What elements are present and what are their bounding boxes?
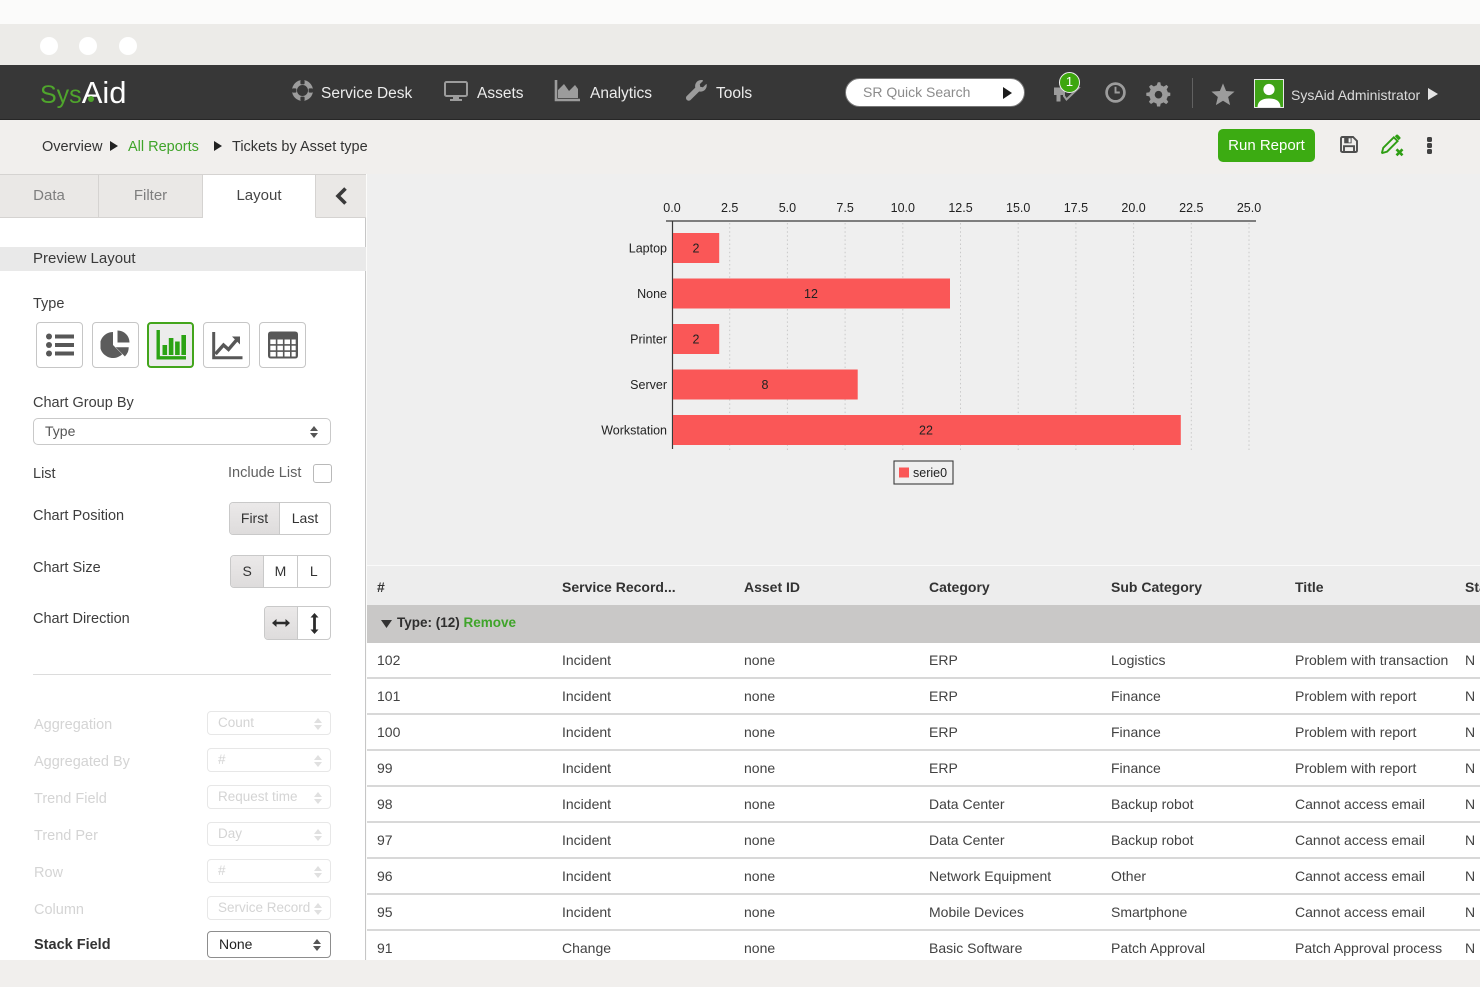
svg-text:12: 12 [804,287,818,301]
svg-text:Printer: Printer [630,333,667,347]
svg-text:Laptop: Laptop [629,242,667,256]
svg-text:None: None [637,287,667,301]
svg-text:15.0: 15.0 [1006,201,1030,215]
svg-text:0.0: 0.0 [663,201,680,215]
svg-text:17.5: 17.5 [1064,201,1088,215]
svg-text:12.5: 12.5 [948,201,972,215]
svg-text:22: 22 [919,424,933,438]
svg-text:20.0: 20.0 [1121,201,1145,215]
svg-text:7.5: 7.5 [836,201,853,215]
svg-text:2.5: 2.5 [721,201,738,215]
svg-text:10.0: 10.0 [891,201,915,215]
svg-text:5.0: 5.0 [779,201,796,215]
svg-text:25.0: 25.0 [1237,201,1261,215]
svg-text:serie0: serie0 [913,466,947,480]
svg-text:Workstation: Workstation [601,424,667,438]
svg-text:22.5: 22.5 [1179,201,1203,215]
svg-text:2: 2 [693,333,700,347]
svg-text:8: 8 [762,378,769,392]
svg-text:2: 2 [693,242,700,256]
svg-text:Server: Server [630,378,667,392]
